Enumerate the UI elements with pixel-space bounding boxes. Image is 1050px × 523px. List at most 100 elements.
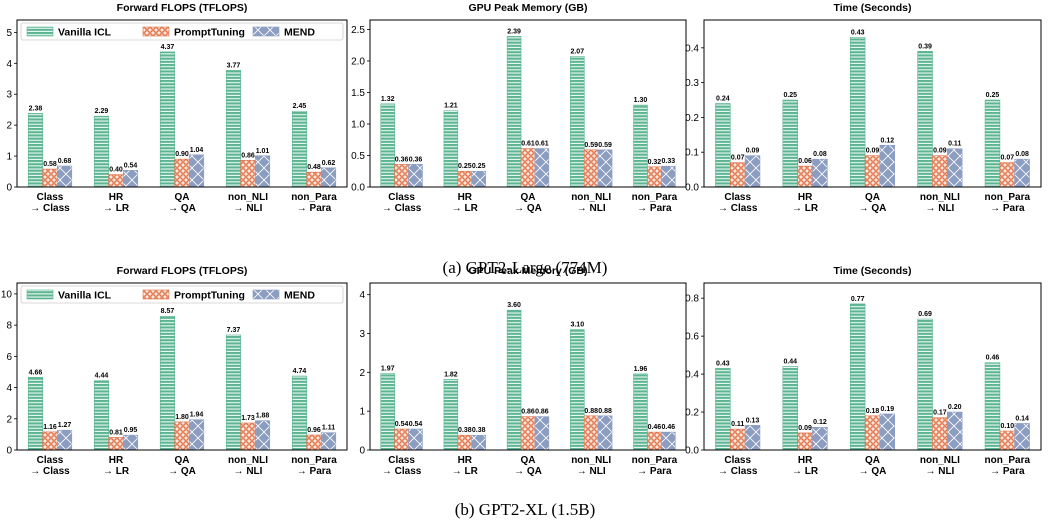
data-label: 1.97 xyxy=(381,365,395,372)
data-label: 3.60 xyxy=(507,302,521,309)
data-label: 0.86 xyxy=(521,409,535,416)
data-label: 0.09 xyxy=(866,148,880,155)
legend-swatch-prompttuning xyxy=(142,26,170,37)
bar-mend xyxy=(471,170,486,188)
x-tick-label: → NLI xyxy=(577,203,606,214)
bar-mend xyxy=(122,170,139,188)
x-tick-label: → NLI xyxy=(234,466,263,477)
data-label: 1.04 xyxy=(190,147,204,154)
data-label: 1.88 xyxy=(256,413,270,420)
y-tick-label: 3 xyxy=(359,329,365,340)
x-tick-label: → Class xyxy=(382,466,422,477)
data-label: 0.08 xyxy=(813,151,827,158)
bar-vanilla-icl xyxy=(27,113,44,188)
bar-mend xyxy=(661,165,676,188)
data-label: 0.12 xyxy=(881,137,895,144)
bar-vanilla-icl xyxy=(159,315,176,451)
x-tick-label: non_NLI xyxy=(228,192,268,203)
x-tick-label: non_Para xyxy=(632,192,678,203)
chart-panel-1: Forward FLOPS (TFLOPS) 0 1 2 3 4 5 2.38 0.58 0.68… xyxy=(6,2,348,214)
bar-mend xyxy=(56,165,73,188)
bar-prompttuning xyxy=(394,428,409,451)
data-label: 0.54 xyxy=(409,421,423,428)
plot-frame xyxy=(369,19,687,188)
chart-title: Forward FLOPS (TFLOPS) xyxy=(117,265,248,277)
bar-prompttuning xyxy=(520,148,536,188)
data-label: 0.44 xyxy=(783,359,797,366)
x-tick-label: → NLI xyxy=(925,466,954,477)
bar-prompttuning xyxy=(999,162,1016,188)
data-label: 1.01 xyxy=(256,148,270,155)
bar-prompttuning xyxy=(42,168,58,188)
y-tick-label: 2 xyxy=(6,414,12,425)
x-tick-label: QA xyxy=(175,455,190,466)
data-label: 0.40 xyxy=(109,167,123,174)
x-tick-label: → QA xyxy=(514,203,542,214)
x-tick-label: → Para xyxy=(297,203,332,214)
chart-panel-2: GPU Peak Memory (GB) 0.0 0.5 1.0 1.5 2.0 2.5 1.… xyxy=(351,2,687,214)
plot-frame xyxy=(16,282,348,451)
chart-panel-3: Time (Seconds)0.00.10.20.30.40.240.070.0… xyxy=(685,2,1042,214)
bar-vanilla-icl xyxy=(225,334,242,451)
x-tick-label: HR xyxy=(109,455,124,466)
bar-mend xyxy=(879,413,896,451)
data-label: 0.20 xyxy=(948,404,962,411)
x-tick-label: QA xyxy=(521,192,536,203)
data-label: 8.57 xyxy=(161,308,175,315)
legend-swatch-prompttuning xyxy=(142,289,170,300)
x-tick-label: Class xyxy=(724,455,751,466)
bar-mend xyxy=(597,415,613,451)
bar-prompttuning xyxy=(647,431,662,451)
bar-vanilla-icl xyxy=(506,36,522,188)
x-tick-label: → NLI xyxy=(925,203,954,214)
x-tick-label: → QA xyxy=(168,203,196,214)
legend: Vanilla ICL PromptTuning MEND xyxy=(20,285,344,304)
data-label: 0.88 xyxy=(598,408,612,415)
data-label: 0.59 xyxy=(584,142,598,149)
data-label: 0.12 xyxy=(813,419,827,426)
bar-mend xyxy=(1014,158,1030,188)
data-label: 0.36 xyxy=(409,156,423,163)
bar-vanilla-icl xyxy=(93,115,110,188)
data-label: 0.11 xyxy=(948,141,961,148)
bar-prompttuning xyxy=(108,437,124,451)
bar-mend xyxy=(947,411,963,451)
x-tick-label: Class xyxy=(388,192,415,203)
figure-caption: (a) GPT2-Large (774M) xyxy=(443,258,608,277)
bar-prompttuning xyxy=(729,162,746,188)
bar-mend xyxy=(188,154,205,188)
data-label: 0.13 xyxy=(746,417,760,424)
data-label: 3.77 xyxy=(227,62,241,69)
plot-frame xyxy=(703,282,1042,451)
bar-prompttuning xyxy=(583,415,599,451)
bar-prompttuning xyxy=(864,415,881,451)
data-label: 0.88 xyxy=(584,408,598,415)
legend-label-prompttuning: PromptTuning xyxy=(174,290,245,302)
x-tick-label: → LR xyxy=(103,466,130,477)
data-label: 2.39 xyxy=(507,28,521,35)
legend-swatch-vanilla-icl xyxy=(26,26,54,37)
bar-mend xyxy=(122,434,139,451)
bar-mend xyxy=(597,149,613,188)
x-tick-label: Class xyxy=(388,455,415,466)
bar-prompttuning xyxy=(457,434,473,451)
bar-vanilla-icl xyxy=(715,368,731,451)
data-label: 0.33 xyxy=(661,158,675,165)
data-label: 0.06 xyxy=(798,158,812,165)
x-tick-label: HR xyxy=(458,192,473,203)
x-tick-label: → QA xyxy=(168,466,196,477)
bar-mend xyxy=(812,158,828,188)
bar-vanilla-icl xyxy=(849,37,866,188)
bar-vanilla-icl xyxy=(380,103,395,188)
y-tick-label: 8 xyxy=(6,321,12,332)
x-tick-label: HR xyxy=(458,455,473,466)
bar-prompttuning xyxy=(240,422,256,451)
data-label: 0.96 xyxy=(307,427,321,434)
legend-swatch-mend xyxy=(252,26,280,37)
y-tick-label: 0.8 xyxy=(685,294,699,305)
legend-label-vanilla-icl: Vanilla ICL xyxy=(58,290,112,302)
data-label: 2.07 xyxy=(570,49,584,56)
chart-panel-4: Forward FLOPS (TFLOPS) 0 2 4 6 8 10 4.66 1.16 1.2… xyxy=(1,265,348,477)
bar-prompttuning xyxy=(797,165,813,188)
data-label: 0.38 xyxy=(458,427,472,434)
